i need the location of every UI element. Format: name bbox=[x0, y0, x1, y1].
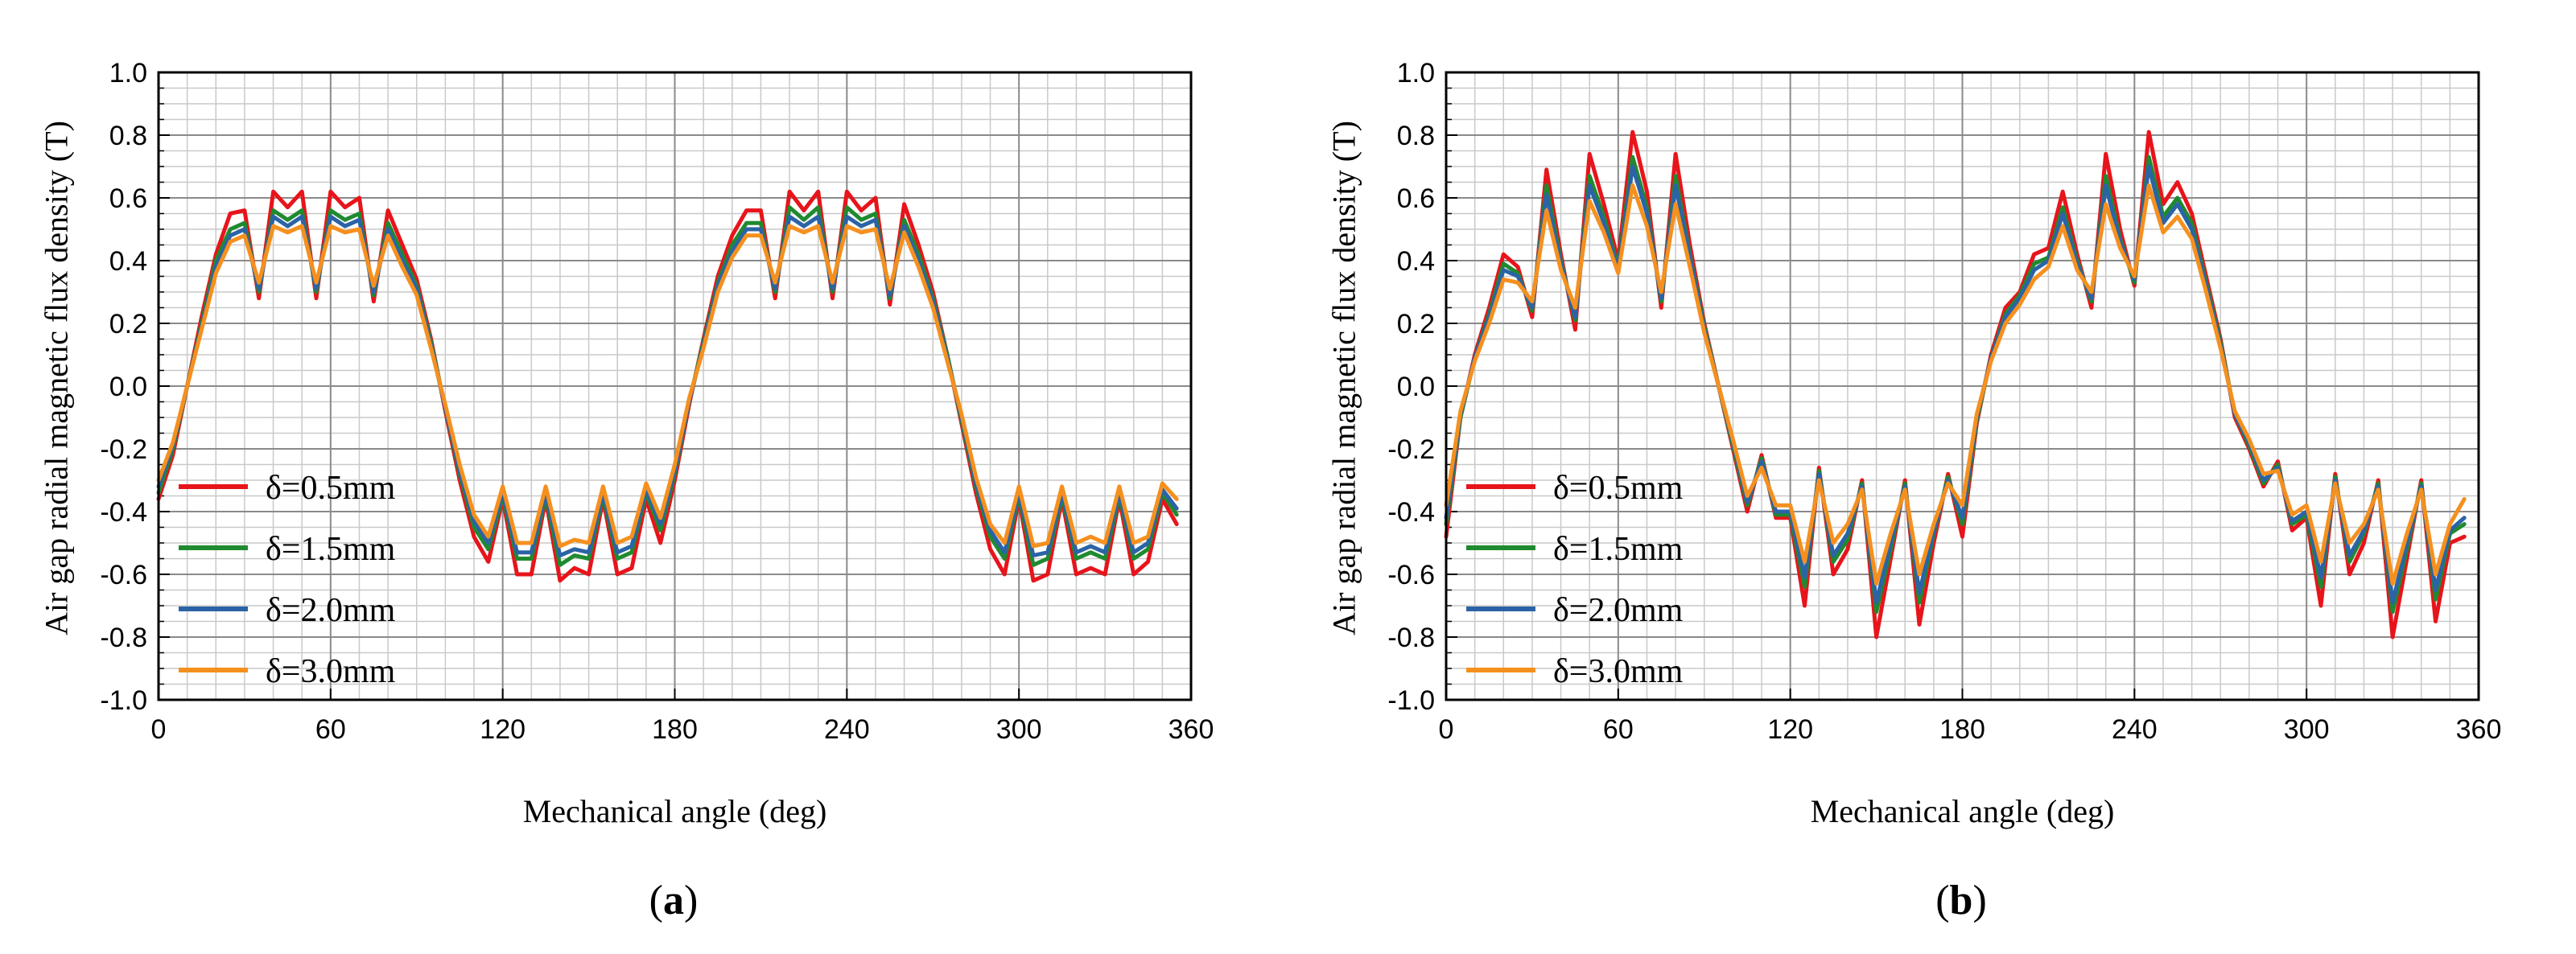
x-tick-label: 180 bbox=[652, 714, 698, 745]
legend-label: δ=3.0mm bbox=[1553, 653, 1684, 690]
y-tick-label: -0.2 bbox=[1387, 434, 1435, 465]
y-tick-label: -0.6 bbox=[100, 560, 147, 590]
series-line-4 bbox=[1444, 183, 2467, 586]
y-tick-label: 0.6 bbox=[109, 183, 147, 214]
legend-label: δ=1.5mm bbox=[266, 531, 396, 568]
y-tick-label: -0.2 bbox=[100, 434, 147, 465]
y-tick-label: 0.2 bbox=[1397, 309, 1435, 339]
y-tick-label: -1.0 bbox=[1387, 685, 1435, 716]
chart-panel-a: Air gap radial magnetic flux density (T)… bbox=[39, 58, 1214, 923]
y-tick-label: 0.8 bbox=[1397, 121, 1435, 151]
panel-caption: (b) bbox=[1935, 878, 1987, 923]
y-tick-label: 0.4 bbox=[109, 246, 147, 277]
line-chart-b: 0 60 120 180 240 300 360 -1.0 -0.8 -0.6 -0.4 -0.2 0.… bbox=[1387, 58, 2502, 745]
y-tick-label: 0.0 bbox=[109, 372, 147, 402]
chart-panel-b: Air gap radial magnetic flux density (T)… bbox=[1288, 0, 2575, 954]
x-tick-label: 240 bbox=[2112, 714, 2158, 745]
y-tick-label: -1.0 bbox=[100, 685, 147, 716]
plot-frame bbox=[157, 71, 1193, 701]
x-tick-label: 300 bbox=[2284, 714, 2330, 745]
y-tick-label: -0.8 bbox=[1387, 623, 1435, 653]
y-tick-label: -0.8 bbox=[100, 623, 147, 653]
x-tick-label: 180 bbox=[1939, 714, 1985, 745]
x-tick-label: 60 bbox=[315, 714, 346, 745]
y-tick-label: -0.6 bbox=[1387, 560, 1435, 590]
x-axis-label: Mechanical angle (deg) bbox=[522, 793, 827, 829]
x-tick-label: 60 bbox=[1603, 714, 1634, 745]
legend-label: δ=1.5mm bbox=[1553, 531, 1684, 568]
x-axis-label: Mechanical angle (deg) bbox=[1810, 793, 2115, 829]
y-tick-label: 0.2 bbox=[109, 309, 147, 339]
y-tick-label: 1.0 bbox=[109, 58, 147, 88]
legend-label: δ=2.0mm bbox=[266, 592, 396, 629]
y-tick-label: -0.4 bbox=[1387, 497, 1435, 528]
x-tick-label: 120 bbox=[480, 714, 526, 745]
y-tick-label: -0.4 bbox=[100, 497, 147, 528]
x-tick-label: 300 bbox=[996, 714, 1042, 745]
y-tick-label: 0.4 bbox=[1397, 246, 1435, 277]
caption-letter: a bbox=[663, 878, 684, 923]
legend-label: δ=0.5mm bbox=[266, 470, 396, 507]
plot-frame bbox=[1445, 71, 2480, 701]
y-tick-label: 1.0 bbox=[1397, 58, 1435, 88]
caption-letter: b bbox=[1949, 878, 1973, 923]
x-tick-label: 360 bbox=[1168, 714, 1214, 745]
legend-label: δ=3.0mm bbox=[266, 653, 396, 690]
legend-label: δ=2.0mm bbox=[1553, 592, 1684, 629]
legend-label: δ=0.5mm bbox=[1553, 470, 1684, 507]
x-tick-label: 0 bbox=[1439, 714, 1454, 745]
y-tick-label: 0.6 bbox=[1397, 183, 1435, 214]
x-tick-label: 240 bbox=[824, 714, 870, 745]
panel-caption: (a) bbox=[649, 878, 699, 923]
x-tick-label: 0 bbox=[151, 714, 167, 745]
x-tick-label: 120 bbox=[1767, 714, 1813, 745]
y-tick-label: 0.8 bbox=[109, 121, 147, 151]
y-tick-label: 0.0 bbox=[1397, 372, 1435, 402]
series-line-1 bbox=[156, 189, 1179, 583]
x-tick-label: 360 bbox=[2456, 714, 2502, 745]
series-line-4 bbox=[156, 224, 1179, 549]
line-chart-a: 0 60 120 180 240 300 360 -1.0 -0.8 -0.6 -0.4 -0.2 0.… bbox=[100, 58, 1214, 745]
